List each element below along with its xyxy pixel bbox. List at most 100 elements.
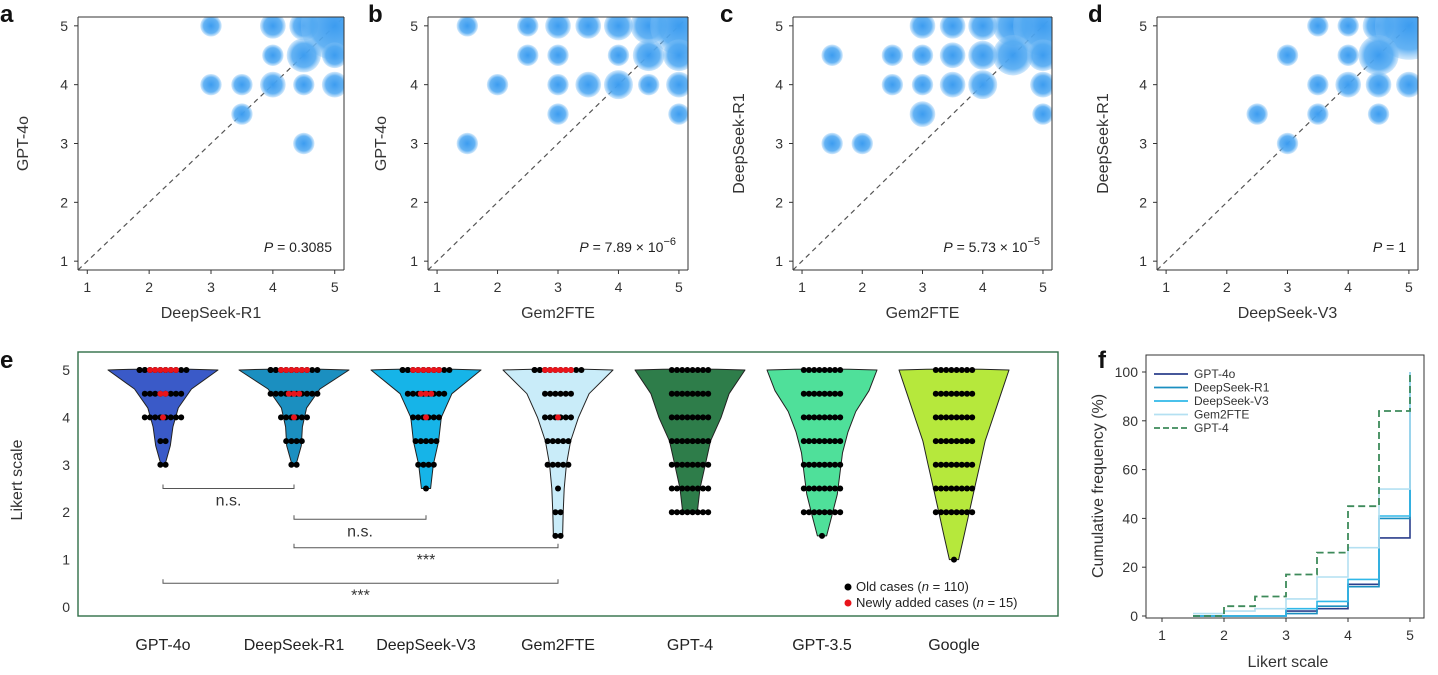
case-point [304, 414, 310, 421]
case-point [948, 485, 955, 492]
data-point [547, 44, 569, 66]
data-point [547, 73, 569, 96]
y-tick-label: 4 [62, 409, 70, 425]
case-point [417, 438, 424, 445]
data-point [547, 103, 569, 125]
data-point [881, 44, 904, 66]
case-point [816, 414, 823, 421]
x-tick-label: 3 [207, 279, 215, 295]
p-symbol: P [579, 239, 589, 255]
case-point [288, 438, 295, 445]
case-point [283, 414, 290, 421]
x-tick-label: 2 [858, 279, 866, 295]
category-label: GPT-4 [667, 637, 713, 654]
significance-bracket [162, 579, 559, 584]
panel-label-c: c [720, 1, 733, 28]
case-point [700, 438, 706, 445]
case-point [684, 438, 691, 445]
p-symbol: P [264, 239, 274, 255]
y-tick-label: 0 [1130, 608, 1138, 624]
category-label: DeepSeek-R1 [244, 637, 345, 654]
case-point [162, 367, 169, 373]
case-point [147, 390, 153, 397]
case-point [932, 509, 939, 516]
case-point [811, 509, 818, 516]
x-tick-label: 5 [1405, 279, 1413, 295]
case-point [573, 367, 580, 373]
legend-n: n [977, 595, 984, 610]
case-point [167, 414, 174, 421]
case-point [953, 461, 960, 468]
data-point [200, 17, 222, 37]
case-point [826, 461, 833, 468]
data-point [575, 17, 602, 39]
case-point [800, 509, 807, 516]
case-point [668, 438, 675, 445]
case-point [674, 367, 680, 373]
case-point [425, 367, 432, 373]
plot-area [1157, 17, 1418, 270]
case-point [953, 367, 960, 373]
data-point [321, 42, 344, 69]
legend-marker [844, 583, 852, 591]
x-tick-label: 2 [1220, 627, 1228, 643]
case-point [272, 367, 279, 373]
case-point [423, 438, 429, 445]
y-tick-label: 1 [1139, 253, 1147, 269]
case-point [689, 414, 696, 421]
y-tick-label: 5 [1139, 18, 1147, 34]
data-point [1307, 103, 1329, 125]
case-point [700, 390, 706, 397]
case-point [948, 438, 955, 445]
case-point [544, 461, 551, 468]
data-point [575, 71, 602, 98]
case-point [304, 367, 310, 373]
case-point [679, 438, 686, 445]
case-point [958, 438, 965, 445]
legend-label: DeepSeek-R1 [1194, 381, 1270, 395]
case-point [821, 485, 828, 492]
case-point [272, 390, 279, 397]
data-point [909, 17, 936, 39]
data-point [1307, 17, 1329, 37]
case-point [267, 367, 274, 373]
case-point [694, 438, 701, 445]
y-tick-label: 20 [1122, 559, 1138, 575]
case-point [674, 390, 680, 397]
case-point [267, 390, 274, 397]
data-point [1246, 103, 1268, 125]
y-tick-label: 2 [1139, 194, 1147, 210]
legend-label: Newly added cases (n = 15) [856, 595, 1018, 610]
case-point [832, 367, 838, 373]
case-point [953, 485, 960, 492]
case-point [969, 509, 976, 516]
y-tick-label: 0 [62, 599, 70, 615]
x-tick-label: 1 [798, 279, 806, 295]
case-point [141, 390, 148, 397]
y-tick-label: 60 [1122, 462, 1138, 478]
plot-area [78, 17, 344, 270]
case-point [568, 414, 574, 421]
case-point [293, 461, 300, 468]
case-point [958, 485, 965, 492]
significance-label: n.s. [216, 493, 242, 510]
case-point [296, 390, 303, 397]
case-point [811, 438, 818, 445]
case-point [420, 461, 427, 468]
case-point [417, 390, 424, 397]
case-point [705, 485, 712, 492]
case-point [948, 509, 955, 516]
case-point [410, 414, 416, 421]
case-point [948, 414, 955, 421]
category-label: GPT-4o [135, 637, 190, 654]
case-point [837, 509, 844, 516]
case-point [964, 509, 970, 516]
p-value-label: P = 5.73 × 10−5 [943, 236, 1040, 255]
case-point [811, 390, 818, 397]
case-point [969, 461, 976, 468]
y-tick-label: 1 [775, 253, 783, 269]
y-tick-label: 3 [775, 136, 783, 152]
data-point [293, 73, 315, 96]
data-point [260, 17, 286, 39]
